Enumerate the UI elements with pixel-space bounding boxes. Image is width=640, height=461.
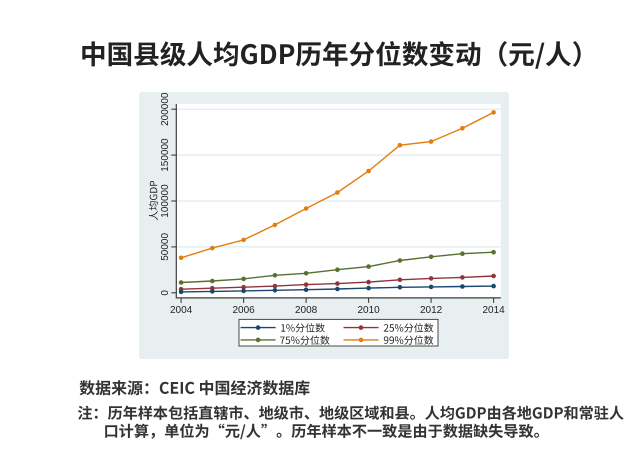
svg-text:2006: 2006 xyxy=(232,305,255,316)
svg-text:2014: 2014 xyxy=(482,305,505,316)
svg-text:2010: 2010 xyxy=(357,305,380,316)
svg-text:150000: 150000 xyxy=(160,138,171,172)
svg-text:200000: 200000 xyxy=(160,92,171,126)
svg-text:2012: 2012 xyxy=(420,305,443,316)
svg-text:0: 0 xyxy=(160,290,171,296)
svg-text:2004: 2004 xyxy=(170,305,193,316)
svg-text:50000: 50000 xyxy=(160,233,171,261)
svg-text:2008: 2008 xyxy=(295,305,318,316)
svg-text:100000: 100000 xyxy=(160,184,171,218)
